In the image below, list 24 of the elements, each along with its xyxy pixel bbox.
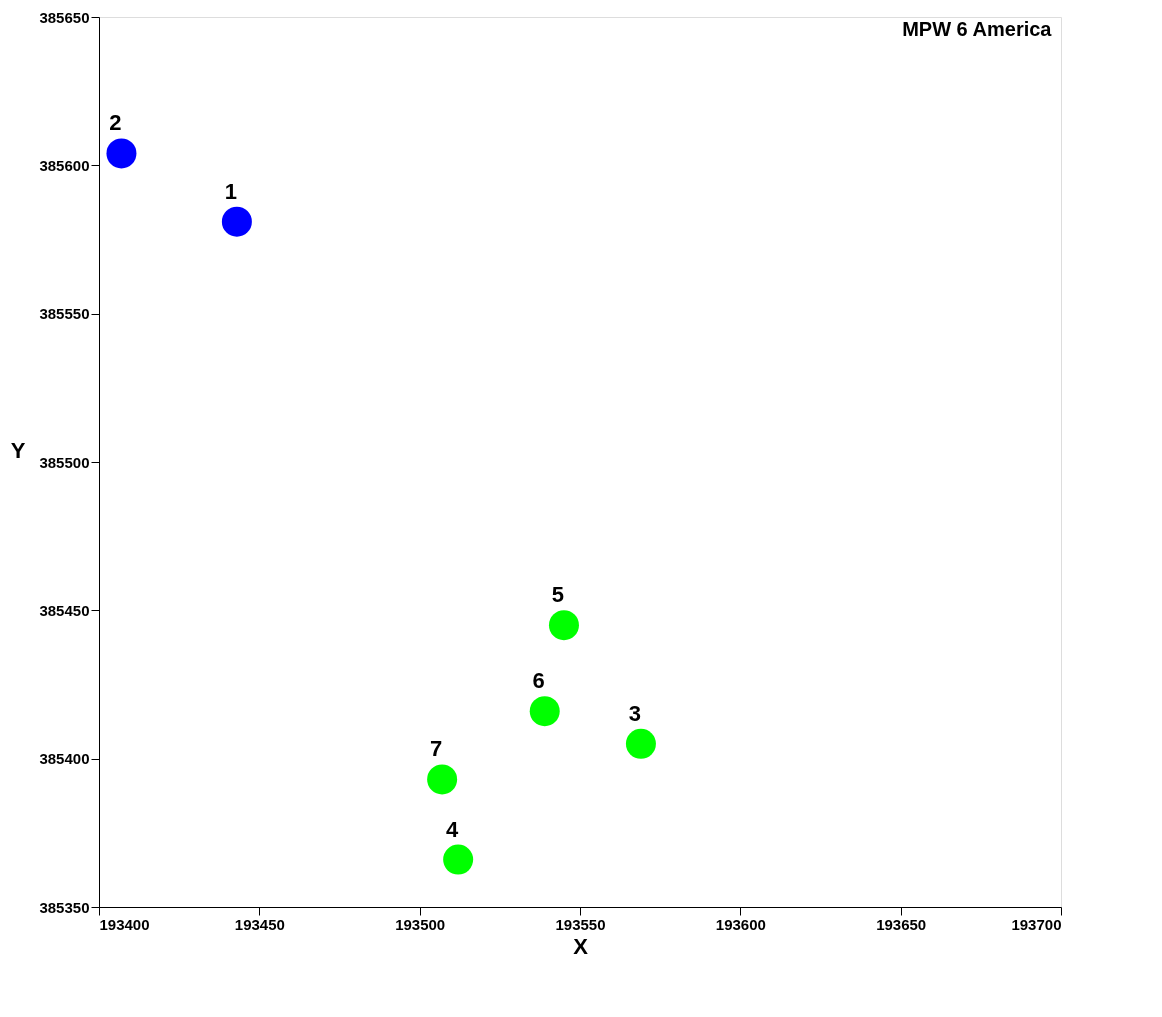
y-axis-title: Y xyxy=(10,437,26,463)
x-tick-label: 193500 xyxy=(395,915,446,933)
y-tick-label: 385450 xyxy=(39,601,90,619)
annotation: 3 xyxy=(628,700,642,726)
chart-title: MPW 6 America xyxy=(902,18,1053,40)
y-tick-label: 385350 xyxy=(39,898,90,916)
annotation: 5 xyxy=(551,582,565,608)
x-tick-label: 193650 xyxy=(876,915,927,933)
y-tick-label: 385600 xyxy=(39,156,90,174)
y-tick-label: 385650 xyxy=(39,8,90,26)
x-tick-label: 193600 xyxy=(715,915,766,933)
y-tick-label: 385550 xyxy=(39,305,90,323)
x-tick-label: 193450 xyxy=(234,915,285,933)
x-tick-label: 193700 xyxy=(1011,915,1062,933)
x-tick-label: 193550 xyxy=(555,915,606,933)
x-axis-title: X xyxy=(573,933,589,959)
annotation: 4 xyxy=(446,816,460,842)
annotation: 1 xyxy=(224,178,238,204)
y-tick-label: 385400 xyxy=(39,750,90,768)
y-tick-label: 385500 xyxy=(39,453,90,471)
annotation: 2 xyxy=(109,110,122,136)
annotation: 6 xyxy=(532,668,545,694)
x-tick-label: 193400 xyxy=(99,915,150,933)
annotation: 7 xyxy=(429,736,443,762)
